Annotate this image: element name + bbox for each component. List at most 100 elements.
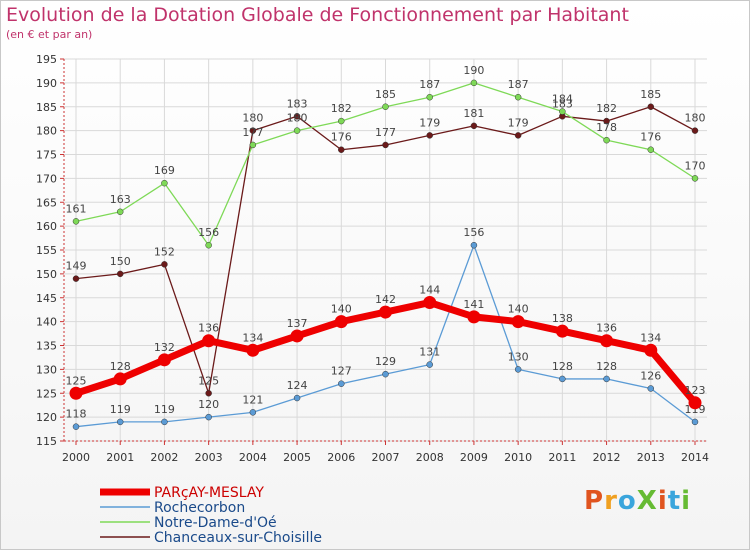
data-point-1-2004 [249, 409, 257, 416]
data-point-1-2014 [691, 418, 699, 426]
x-tick-label-2006: 2006 [327, 451, 355, 464]
y-tick-label-120: 120 [36, 411, 57, 424]
data-point-1-2013 [647, 385, 655, 392]
x-tick-label-2011: 2011 [548, 451, 576, 464]
legend-label-0: PARçAY-MESLAY [154, 485, 264, 501]
logo-letter: i [657, 486, 668, 516]
data-point-1-2009 [470, 241, 478, 249]
data-point-3-2013 [647, 103, 655, 110]
data-label-1-2010: 130 [508, 350, 529, 363]
data-point-1-2003 [205, 413, 212, 421]
data-point-0-2004 [246, 343, 260, 357]
data-point-0-2006 [334, 315, 348, 329]
data-label-2-2003: 156 [198, 226, 219, 239]
grid-lines [64, 58, 707, 442]
data-label-3-2013: 185 [640, 88, 661, 101]
data-label-0-2009: 141 [463, 298, 484, 311]
y-tick-label-150: 150 [36, 268, 57, 281]
y-tick-label-135: 135 [36, 340, 57, 353]
data-label-1-2011: 128 [552, 360, 573, 373]
data-label-1-2008: 131 [419, 346, 440, 359]
data-label-3-2010: 179 [508, 116, 529, 129]
data-point-2-2012 [603, 136, 610, 144]
data-point-2-2001 [116, 208, 124, 216]
data-label-2-2000: 161 [66, 202, 87, 215]
data-label-3-2002: 152 [154, 245, 175, 258]
data-point-3-2003 [205, 390, 212, 397]
data-point-2-2010 [514, 93, 522, 101]
data-point-0-2013 [644, 343, 658, 357]
data-point-2-2009 [470, 79, 478, 87]
data-label-3-2012: 182 [596, 102, 617, 115]
data-label-0-2004: 134 [242, 331, 263, 344]
data-point-1-2005 [293, 394, 301, 402]
data-point-2-2013 [647, 146, 655, 153]
x-tick-label-2003: 2003 [195, 451, 223, 464]
data-label-0-2012: 136 [596, 322, 617, 335]
y-tick-label-115: 115 [36, 435, 57, 448]
data-point-3-2004 [249, 127, 257, 134]
x-tick-label-2002: 2002 [150, 451, 178, 464]
data-point-0-2011 [555, 324, 569, 338]
y-tick-label-145: 145 [36, 292, 57, 305]
data-label-1-2013: 126 [640, 369, 661, 382]
data-label-3-2009: 181 [463, 107, 484, 120]
y-tick-label-190: 190 [36, 77, 57, 90]
data-label-0-2002: 132 [154, 341, 175, 354]
logo-letter: X [636, 486, 658, 516]
data-label-1-2007: 129 [375, 355, 396, 368]
data-point-2-2005 [293, 127, 301, 134]
data-label-3-2004: 180 [242, 112, 263, 125]
data-label-1-2004: 121 [242, 393, 263, 406]
data-label-3-2000: 149 [66, 260, 87, 273]
data-label-3-2008: 179 [419, 116, 440, 129]
data-label-0-2003: 136 [198, 322, 219, 335]
data-point-1-2011 [559, 375, 566, 383]
data-point-1-2007 [382, 370, 389, 378]
x-tick-label-2014: 2014 [681, 451, 709, 464]
data-point-3-2012 [603, 117, 610, 125]
data-label-0-2007: 142 [375, 293, 396, 306]
data-point-1-2006 [338, 380, 345, 387]
data-label-2-2014: 170 [685, 159, 706, 172]
data-label-3-2007: 177 [375, 126, 396, 139]
data-label-2-2006: 182 [331, 102, 352, 115]
data-point-0-2002 [157, 353, 171, 367]
x-tick-label-2000: 2000 [62, 451, 90, 464]
data-point-2-2007 [382, 103, 389, 110]
x-tick-label-2004: 2004 [239, 451, 267, 464]
data-label-3-2005: 183 [287, 97, 308, 110]
data-label-1-2005: 124 [287, 379, 308, 392]
data-label-2-2002: 169 [154, 164, 175, 177]
data-point-0-2003 [202, 334, 216, 348]
data-point-2-2000 [72, 218, 80, 225]
logo-letter: P [584, 486, 605, 516]
data-label-0-2013: 134 [640, 331, 661, 344]
y-tick-label-165: 165 [36, 196, 57, 209]
data-point-1-2010 [514, 366, 522, 373]
data-label-3-2014: 180 [685, 112, 706, 125]
data-label-1-2000: 118 [66, 408, 87, 421]
data-point-0-2001 [113, 372, 127, 386]
data-label-1-2003: 120 [198, 398, 219, 411]
data-label-1-2006: 127 [331, 365, 352, 378]
y-tick-label-195: 195 [36, 53, 57, 66]
data-point-0-2008 [423, 296, 437, 310]
data-point-2-2006 [338, 117, 345, 125]
y-tick-label-125: 125 [36, 387, 57, 400]
data-point-0-2005 [290, 329, 304, 343]
data-point-2-2002 [161, 179, 168, 187]
legend: PARçAY-MESLAYRochecorbonNotre-Dame-d'OéC… [100, 485, 322, 546]
data-label-0-2000: 125 [66, 374, 87, 387]
data-label-3-2001: 150 [110, 255, 131, 268]
data-label-1-2009: 156 [463, 226, 484, 239]
data-point-3-2014 [691, 127, 699, 134]
axes: 115 120 125 130 135 140 145 150 155 160 165 170 175 1… [36, 53, 709, 464]
x-tick-label-2009: 2009 [460, 451, 488, 464]
proxiti-logo: ProXiti [584, 486, 691, 516]
data-label-2-2013: 176 [640, 131, 661, 144]
data-label-2-2010: 187 [508, 78, 529, 91]
series-layer: 149 150 152 125 180 183 176 177 179 181 179 183 182 1… [66, 64, 706, 430]
